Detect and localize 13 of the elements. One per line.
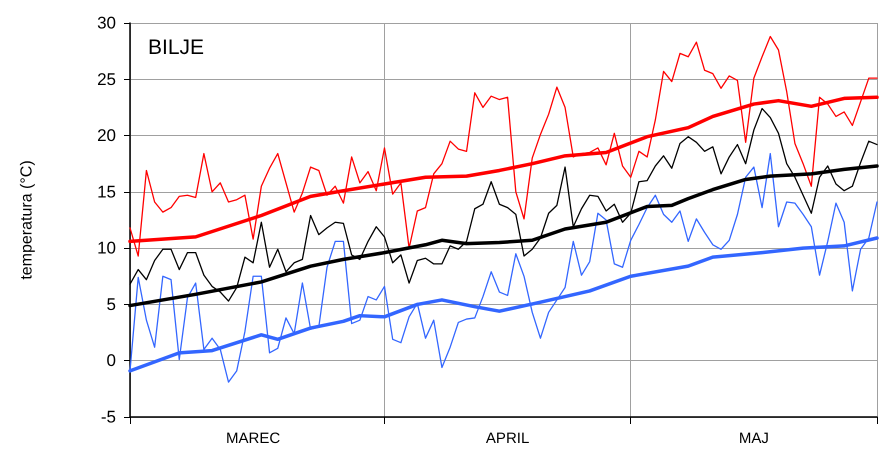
x-tick-label: MAJ bbox=[738, 430, 769, 447]
y-tick-label: 15 bbox=[97, 182, 116, 202]
x-tick-label: MAREC bbox=[226, 430, 280, 447]
y-tick-label: 30 bbox=[97, 14, 116, 32]
y-tick-label: 10 bbox=[97, 238, 116, 258]
y-axis-title: temperatura (°C) bbox=[18, 160, 36, 280]
y-tick-label: 5 bbox=[106, 294, 116, 314]
y-tick-label: 0 bbox=[106, 351, 116, 370]
x-tick-label: APRIL bbox=[486, 430, 530, 447]
y-tick-label: -5 bbox=[100, 408, 116, 426]
text: BILJE bbox=[148, 36, 204, 59]
y-tick-label: 25 bbox=[97, 70, 116, 89]
y-tick-label: 20 bbox=[97, 126, 116, 146]
